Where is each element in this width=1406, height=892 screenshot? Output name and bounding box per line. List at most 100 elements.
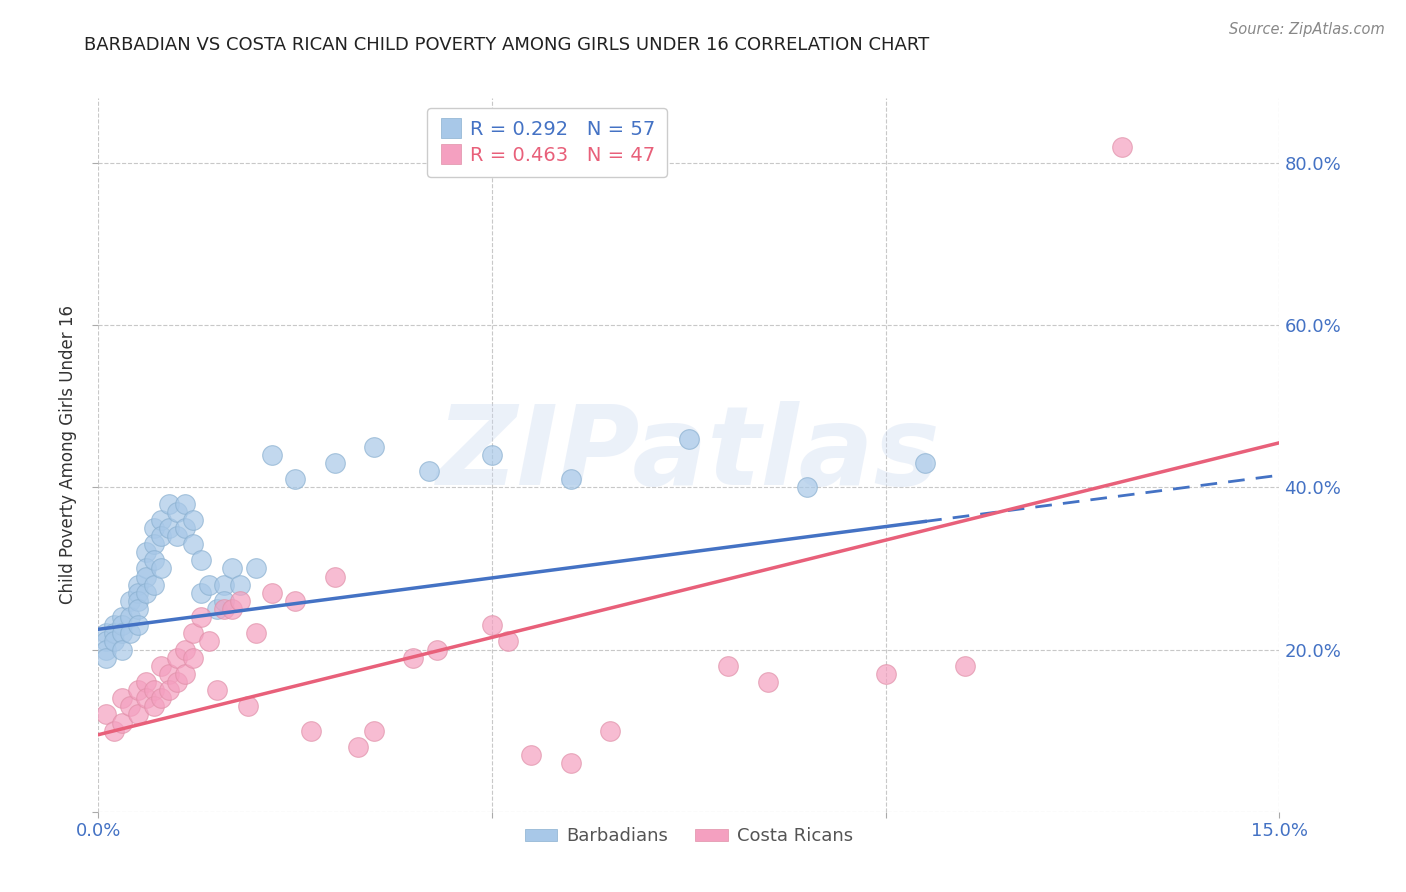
Point xyxy=(496,634,519,648)
Point xyxy=(1111,140,1133,154)
Point xyxy=(157,683,180,698)
Point xyxy=(221,561,243,575)
Point xyxy=(181,537,204,551)
Point xyxy=(111,610,134,624)
Point xyxy=(914,456,936,470)
Point xyxy=(127,577,149,591)
Point xyxy=(142,683,165,698)
Point xyxy=(135,586,157,600)
Point xyxy=(96,634,118,648)
Point xyxy=(481,448,503,462)
Point xyxy=(214,577,236,591)
Point xyxy=(142,553,165,567)
Point xyxy=(560,756,582,770)
Point xyxy=(717,658,740,673)
Point xyxy=(229,577,252,591)
Point xyxy=(520,747,543,762)
Point xyxy=(103,723,125,738)
Point xyxy=(142,537,165,551)
Point xyxy=(103,618,125,632)
Point xyxy=(157,521,180,535)
Point xyxy=(111,618,134,632)
Point xyxy=(127,707,149,722)
Point xyxy=(135,569,157,583)
Point xyxy=(118,699,141,714)
Point xyxy=(481,618,503,632)
Point xyxy=(127,594,149,608)
Point xyxy=(560,472,582,486)
Point xyxy=(127,602,149,616)
Point xyxy=(323,569,346,583)
Text: Source: ZipAtlas.com: Source: ZipAtlas.com xyxy=(1229,22,1385,37)
Text: ZIPatlas: ZIPatlas xyxy=(437,401,941,508)
Point xyxy=(205,602,228,616)
Point xyxy=(363,440,385,454)
Point xyxy=(142,577,165,591)
Point xyxy=(245,561,267,575)
Point xyxy=(181,513,204,527)
Point xyxy=(418,464,440,478)
Point xyxy=(150,529,173,543)
Point xyxy=(96,642,118,657)
Point xyxy=(174,666,197,681)
Point xyxy=(142,521,165,535)
Point xyxy=(599,723,621,738)
Point xyxy=(214,594,236,608)
Point xyxy=(135,675,157,690)
Point xyxy=(157,497,180,511)
Point xyxy=(150,658,173,673)
Point xyxy=(157,666,180,681)
Point xyxy=(166,529,188,543)
Point xyxy=(875,666,897,681)
Point xyxy=(96,707,118,722)
Point xyxy=(127,683,149,698)
Point xyxy=(142,699,165,714)
Point xyxy=(127,618,149,632)
Point xyxy=(174,642,197,657)
Point xyxy=(347,739,370,754)
Point xyxy=(150,561,173,575)
Point xyxy=(166,650,188,665)
Point xyxy=(111,715,134,730)
Point xyxy=(260,448,283,462)
Point xyxy=(166,675,188,690)
Point xyxy=(150,513,173,527)
Point xyxy=(953,658,976,673)
Point xyxy=(197,634,219,648)
Point xyxy=(166,505,188,519)
Point xyxy=(96,650,118,665)
Point xyxy=(111,691,134,706)
Point xyxy=(174,521,197,535)
Point xyxy=(135,691,157,706)
Legend: Barbadians, Costa Ricans: Barbadians, Costa Ricans xyxy=(517,821,860,853)
Point xyxy=(181,650,204,665)
Point xyxy=(260,586,283,600)
Point xyxy=(103,634,125,648)
Point xyxy=(111,642,134,657)
Point xyxy=(678,432,700,446)
Point xyxy=(190,553,212,567)
Point xyxy=(181,626,204,640)
Point xyxy=(205,683,228,698)
Point xyxy=(118,594,141,608)
Point xyxy=(796,480,818,494)
Point xyxy=(103,626,125,640)
Point xyxy=(197,577,219,591)
Point xyxy=(190,610,212,624)
Point xyxy=(118,610,141,624)
Point xyxy=(229,594,252,608)
Point xyxy=(236,699,259,714)
Point xyxy=(96,626,118,640)
Point xyxy=(221,602,243,616)
Point xyxy=(756,675,779,690)
Point xyxy=(118,626,141,640)
Text: BARBADIAN VS COSTA RICAN CHILD POVERTY AMONG GIRLS UNDER 16 CORRELATION CHART: BARBADIAN VS COSTA RICAN CHILD POVERTY A… xyxy=(84,36,929,54)
Y-axis label: Child Poverty Among Girls Under 16: Child Poverty Among Girls Under 16 xyxy=(59,305,77,605)
Point xyxy=(150,691,173,706)
Point xyxy=(135,561,157,575)
Point xyxy=(111,626,134,640)
Point xyxy=(190,586,212,600)
Point xyxy=(402,650,425,665)
Point xyxy=(214,602,236,616)
Point xyxy=(127,586,149,600)
